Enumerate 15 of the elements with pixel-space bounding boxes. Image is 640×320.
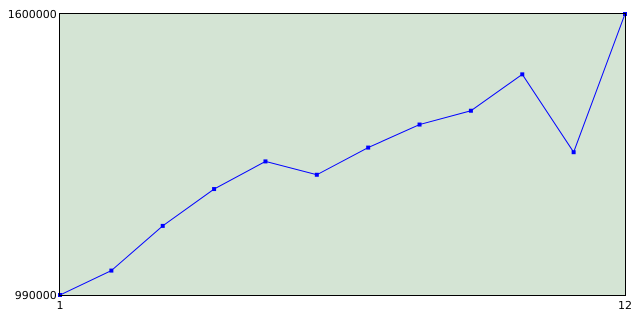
point xyxy=(263,159,268,164)
point xyxy=(314,172,319,177)
y-tick-label: 1600000 xyxy=(8,8,57,21)
point xyxy=(418,122,422,127)
x-tick-label: 1 xyxy=(56,299,64,312)
point xyxy=(572,150,576,154)
line-series xyxy=(58,12,627,297)
point xyxy=(109,268,114,273)
x-tick-label: 12 xyxy=(618,299,632,312)
point xyxy=(160,224,165,228)
point xyxy=(468,108,473,113)
point xyxy=(520,72,524,76)
point xyxy=(366,146,370,150)
y-tick-label: 990000 xyxy=(14,288,57,302)
point xyxy=(212,187,216,192)
